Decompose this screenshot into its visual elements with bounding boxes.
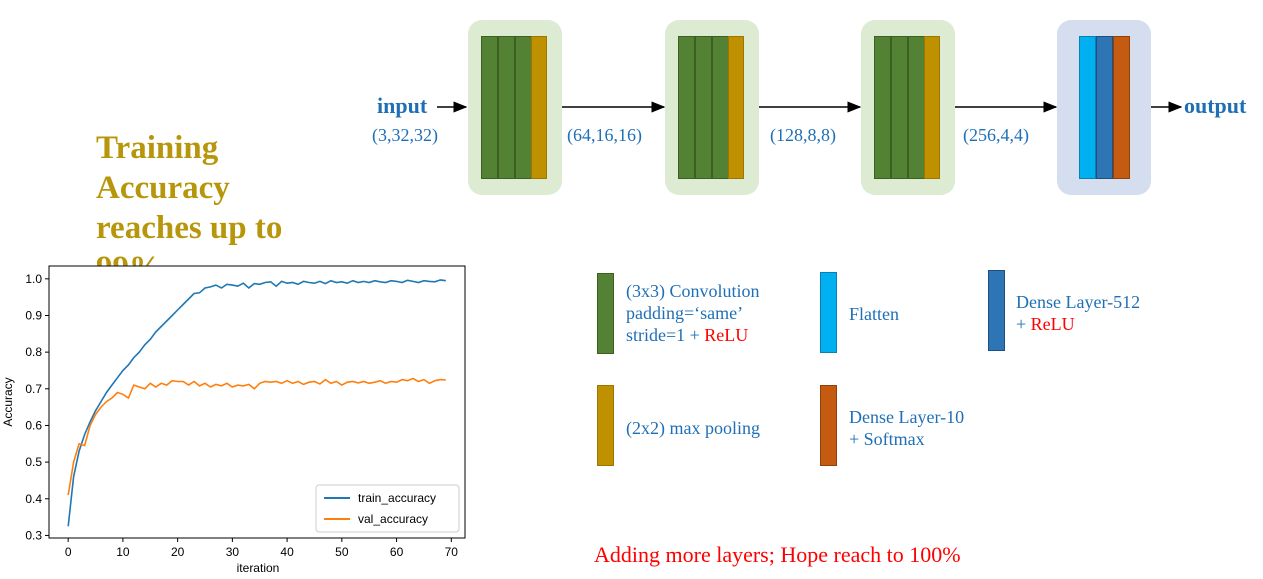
conv-layer bbox=[695, 36, 712, 179]
legend-pool-swatch bbox=[597, 385, 614, 466]
x-tick-label: 40 bbox=[280, 545, 294, 559]
chart-legend: train_accuracy val_accuracy bbox=[315, 484, 460, 533]
y-tick-label: 0.5 bbox=[25, 455, 42, 469]
x-tick-label: 30 bbox=[226, 545, 240, 559]
x-tick-label: 20 bbox=[171, 545, 185, 559]
legend-flatten-text: Flatten bbox=[849, 304, 899, 324]
legend-conv-line-3: stride=1 + ReLU bbox=[626, 325, 749, 345]
x-tick-label: 70 bbox=[445, 545, 459, 559]
input-shape-label: (3,32,32) bbox=[372, 125, 438, 145]
y-tick-label: 0.8 bbox=[25, 345, 42, 359]
headline-line-1: Training Accuracy bbox=[96, 130, 230, 206]
x-axis-label: iteration bbox=[237, 561, 280, 575]
legend-pool-text: (2x2) max pooling bbox=[626, 418, 760, 438]
legend-conv-text: (3x3) Convolution padding=‘same’ stride=… bbox=[626, 280, 760, 346]
y-tick-label: 0.6 bbox=[25, 418, 42, 432]
dense-512-layer bbox=[1096, 36, 1113, 179]
x-tick-label: 60 bbox=[390, 545, 404, 559]
pool-layer bbox=[924, 36, 940, 179]
conv-layer bbox=[481, 36, 498, 179]
legend-conv-line-2: padding=‘same’ bbox=[626, 303, 744, 323]
legend-conv-line-1: (3x3) Convolution bbox=[626, 281, 760, 301]
legend-dense512-relu: ReLU bbox=[1030, 314, 1075, 334]
input-label: input bbox=[377, 93, 428, 118]
legend-dense10-line-1: Dense Layer-10 bbox=[849, 407, 965, 427]
y-tick-label: 0.7 bbox=[25, 382, 42, 396]
output-label: output bbox=[1184, 93, 1247, 118]
conv-layer bbox=[908, 36, 925, 179]
legend-conv-relu: ReLU bbox=[704, 325, 749, 345]
shape-label-3: (256,4,4) bbox=[963, 125, 1029, 145]
legend-dense10-swatch bbox=[820, 385, 837, 466]
conv-layer bbox=[874, 36, 891, 179]
legend-dense512-line-1: Dense Layer-512 bbox=[1016, 292, 1141, 312]
y-tick-label: 0.4 bbox=[25, 492, 42, 506]
legend-box bbox=[315, 484, 460, 533]
legend-conv-swatch bbox=[597, 273, 614, 354]
conv-layer bbox=[515, 36, 532, 179]
conv-layer bbox=[678, 36, 695, 179]
pool-layer bbox=[728, 36, 744, 179]
y-tick-label: 0.9 bbox=[25, 308, 42, 322]
x-axis-ticks: 0 10 20 30 40 50 60 70 bbox=[65, 538, 458, 559]
conv-layer bbox=[891, 36, 908, 179]
legend-dense512-swatch bbox=[988, 270, 1005, 351]
x-tick-label: 0 bbox=[65, 545, 72, 559]
network-diagram: input (3,32,32) (64,16,16) (128,8,8) (25… bbox=[0, 0, 1263, 230]
flow-arrows bbox=[437, 101, 1183, 113]
shape-label-2: (128,8,8) bbox=[770, 125, 836, 145]
series-line-val-accuracy bbox=[67, 377, 446, 496]
x-tick-label: 10 bbox=[116, 545, 130, 559]
accuracy-chart: 0.3 0.4 0.5 0.6 0.7 0.8 0.9 1.0 0 10 20 30 40 50 60 70… bbox=[1, 265, 466, 575]
y-axis-ticks: 0.3 0.4 0.5 0.6 0.7 0.8 0.9 1.0 bbox=[25, 272, 49, 542]
y-axis-label: Accuracy bbox=[1, 377, 15, 426]
legend-dense10-line-2: + Softmax bbox=[849, 429, 925, 449]
legend-val-label: val_accuracy bbox=[358, 512, 428, 526]
legend-dense10-text: Dense Layer-10 + Softmax bbox=[849, 406, 964, 450]
legend-dense512-line-2: + ReLU bbox=[1016, 314, 1075, 334]
shape-label-1: (64,16,16) bbox=[567, 125, 642, 145]
y-tick-label: 1.0 bbox=[25, 272, 42, 286]
pool-layer bbox=[531, 36, 547, 179]
series-lines bbox=[67, 279, 446, 527]
legend-flatten-swatch bbox=[820, 272, 837, 353]
conv-layer bbox=[712, 36, 729, 179]
note-text: Adding more layers; Hope reach to 100% bbox=[594, 542, 961, 567]
x-tick-label: 50 bbox=[335, 545, 349, 559]
series-line-train-accuracy bbox=[67, 279, 446, 527]
y-tick-label: 0.3 bbox=[25, 528, 42, 542]
legend-dense512-text: Dense Layer-512 + ReLU bbox=[1016, 291, 1140, 335]
training-accuracy-headline: Training Accuracy reaches up to 99% bbox=[96, 128, 356, 288]
flatten-layer bbox=[1079, 36, 1096, 179]
conv-layer bbox=[498, 36, 515, 179]
legend-train-label: train_accuracy bbox=[358, 491, 436, 505]
dense-10-layer bbox=[1113, 36, 1130, 179]
